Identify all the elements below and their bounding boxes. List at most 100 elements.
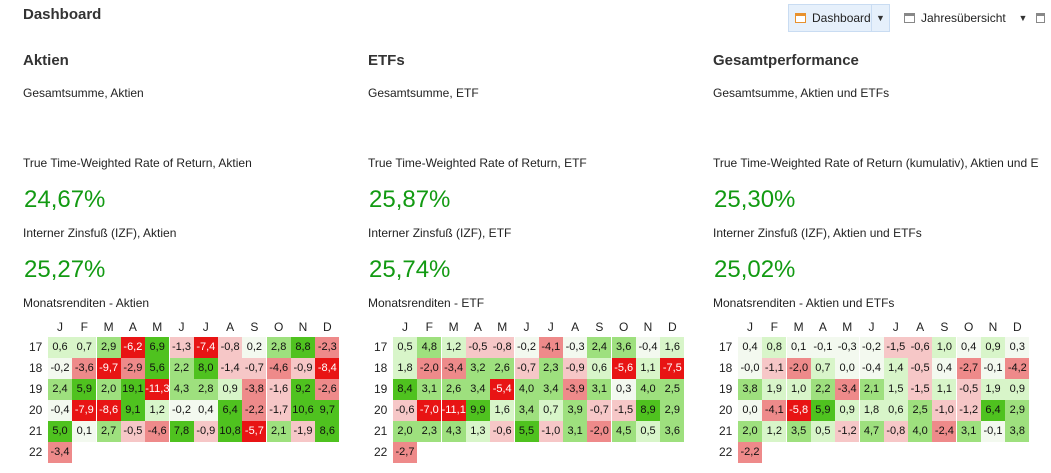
heatmap-cell: -4,6 — [266, 358, 291, 379]
heatmap-cell: 2,0 — [738, 421, 762, 442]
heatmap-cell: 2,4 — [48, 379, 72, 400]
heatmap-cell: -0,2 — [514, 337, 539, 358]
month-header: J — [747, 320, 753, 334]
heatmap-cell: -7,0 — [417, 400, 442, 421]
heatmap-cell: 2,8 — [193, 379, 218, 400]
heatmap-cell: -3,4 — [48, 442, 72, 463]
heatmap-cell: 4,3 — [441, 421, 466, 442]
heatmap-cell: 4,3 — [169, 379, 194, 400]
heatmap-cell: -4,1 — [538, 337, 563, 358]
heatmap-cell: -5,7 — [242, 421, 267, 442]
month-header: A — [128, 320, 137, 334]
year-label: 17 — [374, 340, 388, 354]
heatmap-cell: 2,1 — [859, 379, 884, 400]
heatmap-cell: 5,9 — [810, 400, 835, 421]
heatmap-cell: -0,5 — [908, 358, 933, 379]
heatmap-cell: -1,0 — [538, 421, 563, 442]
heatmap-cell: -2,3 — [315, 337, 340, 358]
heatmap-cell: -2,0 — [587, 421, 612, 442]
heatmap-cell: 4,0 — [514, 379, 539, 400]
heatmap-cell: 3,9 — [563, 400, 588, 421]
heatmap-cell: -2,7 — [956, 358, 981, 379]
month-header: A — [916, 320, 925, 334]
heatmap-cell: -11,1 — [441, 400, 466, 421]
heatmap-cell: 8,0 — [193, 358, 218, 379]
month-header: M — [842, 320, 853, 334]
heatmap-cell: 0,2 — [242, 337, 267, 358]
heatmap-cell: 0,0 — [738, 400, 762, 421]
heatmap-cell: 2,2 — [810, 379, 835, 400]
year-label: 18 — [374, 361, 388, 375]
heatmap-cell: 3,1 — [563, 421, 588, 442]
heatmap-cell: -0,4 — [859, 358, 884, 379]
heatmap-cell: -3,4 — [441, 358, 466, 379]
heatmap-cell: 0,8 — [762, 337, 787, 358]
heatmap-cell: -2,6 — [315, 379, 340, 400]
heatmap-cell: 1,3 — [465, 421, 490, 442]
heatmap-cell: -0,9 — [193, 421, 218, 442]
year-label: 17 — [29, 340, 43, 354]
year-label: 22 — [29, 445, 43, 459]
heatmap-cell: 7,8 — [169, 421, 194, 442]
heatmap-cell: 8,8 — [291, 337, 315, 358]
heatmap-cell: 1,1 — [932, 379, 957, 400]
month-header: O — [619, 320, 629, 334]
heatmap-cell: -0,3 — [563, 337, 588, 358]
heatmap-cell: 8,6 — [315, 421, 340, 442]
heatmap-cell: -0,7 — [514, 358, 539, 379]
month-header: D — [667, 320, 677, 334]
heatmap-cell: -3,8 — [242, 379, 267, 400]
heatmap-cell: 3,2 — [465, 358, 490, 379]
year-overview-dropdown-button[interactable]: ▼ — [1016, 4, 1030, 32]
heatmap-cell: -1,1 — [762, 358, 787, 379]
monthly-returns-label: Monatsrenditen - Aktien und ETFs — [713, 296, 895, 310]
calendar-icon — [795, 13, 806, 23]
heatmap-cell: -5,4 — [490, 379, 515, 400]
heatmap-cell: 4,7 — [859, 421, 884, 442]
year-label: 21 — [719, 424, 733, 438]
month-header: J — [892, 320, 899, 334]
month-header: M — [103, 320, 114, 334]
heatmap-cell: 9,2 — [291, 379, 315, 400]
year-overview-button[interactable]: Jahresübersicht — [904, 4, 1018, 32]
heatmap-cell: 4,5 — [611, 421, 636, 442]
chevron-down-icon: ▼ — [876, 13, 885, 23]
heatmap-cell: -0,8 — [218, 337, 243, 358]
heatmap-cell: -0,1 — [981, 421, 1005, 442]
dashboard-dropdown-button[interactable]: ▼ — [872, 4, 890, 32]
year-label: 21 — [374, 424, 388, 438]
dashboard-button[interactable]: Dashboard — [788, 4, 872, 32]
month-header: M — [448, 320, 459, 334]
heatmap-cell: -9,7 — [96, 358, 121, 379]
heatmap-cell: 9,1 — [120, 400, 145, 421]
heatmap-cell: 2,5 — [660, 379, 685, 400]
heatmap-cell: 3,4 — [514, 400, 539, 421]
heatmap-cell: -0,2 — [859, 337, 884, 358]
heatmap-cell: -2,2 — [738, 442, 762, 463]
heatmap-cell: -0,3 — [835, 337, 860, 358]
more-views-button[interactable] — [1036, 4, 1051, 32]
widget-column-etfs: ETFs Gesamtsumme, ETF True Time-Weighted R… — [368, 0, 703, 473]
ttwror-value: 25,30% — [714, 186, 796, 213]
izf-label: Interner Zinsfuß (IZF), ETF — [368, 226, 512, 240]
heatmap-cell: 2,6 — [441, 379, 466, 400]
heatmap-cell: 2,4 — [587, 337, 612, 358]
heatmap-cell: 3,1 — [417, 379, 442, 400]
heatmap-cell: 2,9 — [1005, 400, 1030, 421]
heatmap-cell: -0,0 — [738, 358, 762, 379]
heatmap-cell: -0,7 — [242, 358, 267, 379]
month-header: D — [322, 320, 332, 334]
month-header: S — [940, 320, 949, 334]
heatmap-cell: 19,1 — [120, 379, 145, 400]
month-header: A — [226, 320, 235, 334]
heatmap-cell: 3,6 — [660, 421, 685, 442]
heatmap-cell: -2,4 — [932, 421, 957, 442]
month-header: O — [964, 320, 974, 334]
heatmap-cell: -1,2 — [835, 421, 860, 442]
heatmap-cell: -3,4 — [835, 379, 860, 400]
section-title: ETFs — [368, 52, 405, 69]
month-header: M — [793, 320, 804, 334]
heatmap-cell: 2,9 — [96, 337, 121, 358]
heatmap-cell: -1,5 — [611, 400, 636, 421]
total-sum-label: Gesamtsumme, ETF — [368, 86, 479, 100]
